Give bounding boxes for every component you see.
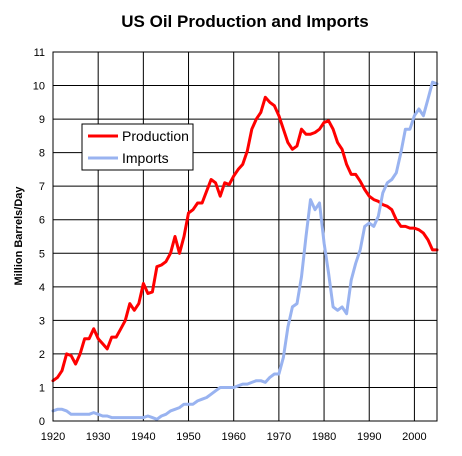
x-tick-label: 1950	[176, 431, 200, 443]
y-tick-label: 0	[39, 416, 45, 428]
x-tick-label: 2000	[402, 431, 426, 443]
y-axis-title: Million Barrels/Day	[13, 186, 25, 286]
x-tick-label: 1920	[41, 431, 65, 443]
y-tick-label: 8	[39, 148, 45, 160]
series-lines	[51, 80, 439, 421]
legend-production-label: Production	[122, 128, 189, 144]
legend: Production Imports	[81, 123, 194, 171]
y-tick-label: 1	[39, 382, 45, 394]
y-tick-label: 9	[39, 114, 45, 126]
legend-imports-label: Imports	[122, 150, 169, 166]
series-line-production	[51, 95, 439, 383]
x-tick-label: 1960	[221, 431, 245, 443]
tick-labels: 0 1 2 3 4 5 6 7 8 9 10 11 1920 1930 1940 1950 1960 1970 19…	[33, 47, 427, 443]
x-tick-label: 1940	[131, 431, 155, 443]
x-tick-label: 1980	[312, 431, 336, 443]
y-tick-label: 2	[39, 349, 45, 361]
series-line-imports	[51, 80, 439, 421]
plot-area-border	[52, 51, 438, 422]
y-tick-label: 7	[39, 181, 45, 193]
y-tick-label: 10	[33, 81, 45, 93]
y-tick-label: 6	[39, 215, 45, 227]
chart-title: US Oil Production and Imports	[121, 12, 368, 31]
x-tick-label: 1990	[357, 431, 381, 443]
y-tick-label: 11	[34, 47, 45, 59]
y-tick-label: 5	[39, 248, 45, 260]
x-tick-label: 1970	[267, 431, 291, 443]
y-tick-label: 4	[39, 282, 45, 294]
y-tick-label: 3	[39, 315, 45, 327]
x-tick-label: 1930	[86, 431, 110, 443]
legend-box	[81, 123, 194, 171]
